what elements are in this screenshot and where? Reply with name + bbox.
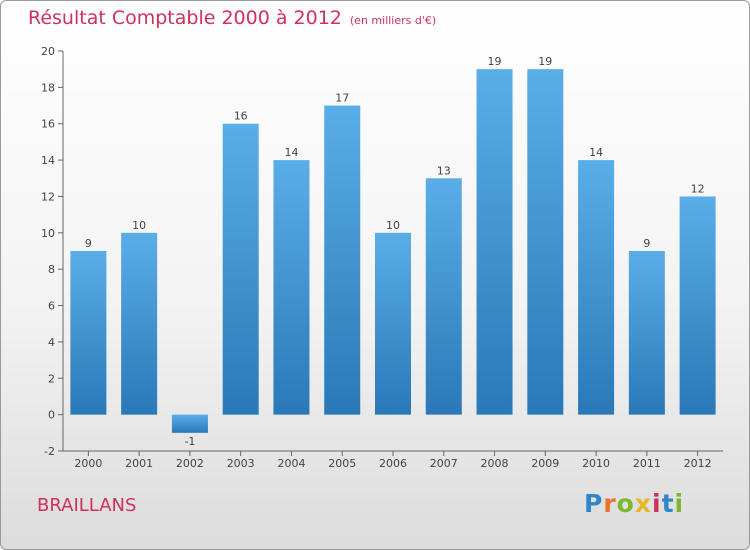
data-label: 19 [538, 55, 552, 68]
bar-2009 [527, 69, 564, 415]
bar-2007 [425, 178, 462, 415]
y-tick-label: -2 [44, 445, 55, 458]
data-label: 14 [284, 146, 298, 159]
y-tick-label: 18 [41, 81, 55, 94]
y-tick-label: 16 [41, 118, 55, 131]
x-tick-label: 2003 [227, 457, 255, 470]
data-label: 16 [234, 110, 248, 123]
y-tick-label: 4 [48, 336, 55, 349]
bar-2005 [324, 105, 361, 415]
bar-2012 [679, 196, 716, 415]
bar-2010 [578, 160, 615, 415]
data-label: -1 [184, 435, 195, 448]
data-label: 13 [437, 164, 451, 177]
bar-2001 [121, 232, 158, 415]
data-label: 10 [386, 219, 400, 232]
y-tick-label: 20 [41, 45, 55, 58]
y-tick-label: 12 [41, 190, 55, 203]
y-tick-label: 6 [48, 300, 55, 313]
x-tick-label: 2012 [684, 457, 712, 470]
x-tick-label: 2010 [582, 457, 610, 470]
x-tick-label: 2006 [379, 457, 407, 470]
x-tick-label: 2002 [176, 457, 204, 470]
data-label: 12 [691, 182, 705, 195]
logo-letter: t [661, 489, 675, 518]
logo-letter: P [584, 489, 604, 518]
y-tick-label: 10 [41, 227, 55, 240]
commune-name: BRAILLANS [37, 495, 137, 516]
y-tick-label: 14 [41, 154, 55, 167]
x-tick-label: 2005 [328, 457, 356, 470]
data-label: 19 [488, 55, 502, 68]
y-tick-label: 8 [48, 263, 55, 276]
logo-letter: i [652, 489, 662, 518]
bar-2000 [70, 251, 107, 415]
bar-2006 [375, 232, 411, 415]
bar-2011 [628, 251, 665, 415]
data-label: 10 [132, 219, 146, 232]
bar-2004 [273, 160, 310, 415]
chart-title: Résultat Comptable 2000 à 2012 (en millie… [28, 7, 436, 29]
x-tick-label: 2000 [74, 457, 102, 470]
bar-2003 [222, 123, 259, 415]
x-tick-label: 2011 [633, 457, 661, 470]
data-label: 14 [589, 146, 603, 159]
logo-letter: i [674, 489, 685, 518]
logo-letter: r [603, 489, 617, 518]
chart-subtitle: (en milliers d'€) [349, 14, 437, 27]
data-label: 9 [85, 237, 92, 250]
chart-title-text: Résultat Comptable 2000 à 2012 [28, 7, 342, 29]
logo-letter: x [634, 489, 652, 518]
data-label: 9 [643, 237, 650, 250]
data-label: 17 [335, 92, 349, 105]
y-tick-label: 2 [48, 372, 55, 385]
x-tick-label: 2007 [430, 457, 458, 470]
x-tick-label: 2001 [125, 457, 153, 470]
proxiti-logo: Proxiti [584, 489, 684, 518]
x-tick-label: 2004 [277, 457, 305, 470]
x-tick-label: 2009 [531, 457, 559, 470]
y-tick-label: 0 [48, 409, 55, 422]
bar-2008 [476, 69, 513, 415]
bar-2002 [171, 414, 208, 433]
logo-letter: o [616, 489, 635, 518]
x-tick-label: 2008 [481, 457, 509, 470]
